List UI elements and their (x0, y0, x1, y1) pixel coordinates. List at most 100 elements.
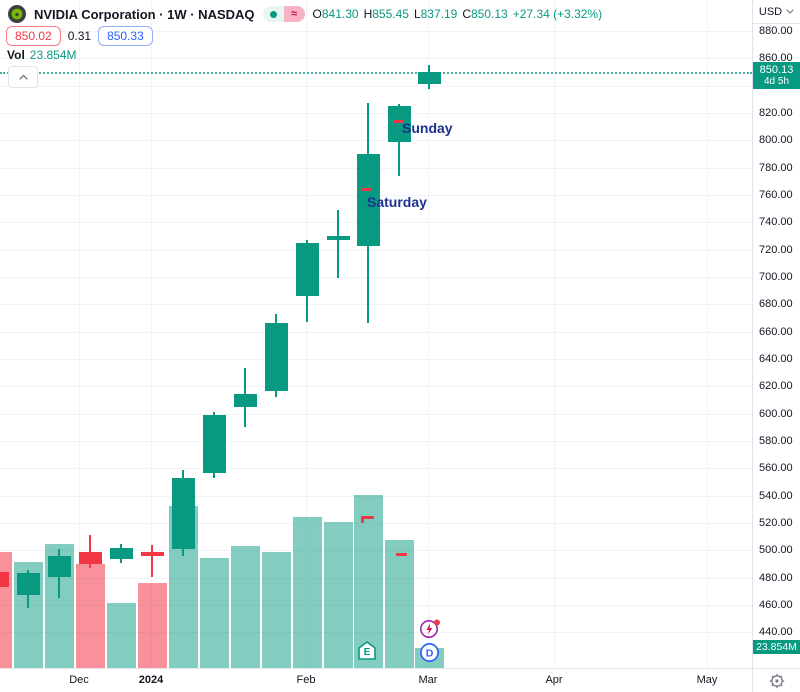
price-axis-label: 700.00 (759, 271, 793, 283)
close-label: C (462, 7, 471, 21)
red-dash-annotation (361, 516, 374, 519)
buy-price-button[interactable]: 850.33 (98, 26, 153, 46)
time-axis[interactable]: Dec 2024 Feb Mar Apr May (0, 668, 752, 692)
price-axis-label: 620.00 (759, 380, 793, 392)
red-dash-hook (361, 516, 364, 523)
price-axis-label: 680.00 (759, 298, 793, 310)
volume-bar (231, 546, 260, 668)
drawing-text-label[interactable]: Sunday (402, 120, 453, 136)
price-gridline (0, 58, 752, 59)
price-axis-label: 500.00 (759, 544, 793, 556)
month-gridline (151, 0, 152, 668)
low-label: L (413, 7, 421, 21)
candle-body (17, 573, 40, 595)
market-status-toggle[interactable]: ≈ (262, 6, 305, 22)
approx-price-icon: ≈ (283, 6, 305, 22)
price-gridline (0, 386, 752, 387)
candle-body (110, 548, 133, 559)
volume-bar (138, 583, 167, 668)
currency-selector[interactable]: USD (753, 0, 800, 24)
candle-body (388, 106, 411, 142)
month-gridline (428, 0, 429, 668)
low-value: 837.19 (420, 7, 458, 21)
price-axis-label: 560.00 (759, 462, 793, 474)
price-axis-label: 660.00 (759, 326, 793, 338)
month-gridline (707, 0, 708, 668)
price-axis-label: 760.00 (759, 189, 793, 201)
time-axis-label: Dec (69, 674, 89, 686)
dividend-marker-icon[interactable]: D (419, 642, 440, 668)
bar-countdown: 4d 5h (763, 76, 790, 87)
price-axis-label: 440.00 (759, 626, 793, 638)
candle-body (234, 394, 257, 407)
price-axis-label: 880.00 (759, 25, 793, 37)
candle-body (265, 323, 288, 391)
last-volume-badge: 23.854M (753, 640, 800, 654)
volume-bar (293, 517, 322, 668)
price-axis-label: 520.00 (759, 517, 793, 529)
candle-wick (337, 210, 339, 278)
candle-body (48, 555, 71, 577)
currency-label: USD (758, 5, 783, 18)
collapse-legend-button[interactable] (8, 66, 38, 88)
price-axis-label: 580.00 (759, 435, 793, 447)
chart-legend: NVIDIA Corporation · 1W · NASDAQ ≈ O841.… (8, 5, 602, 23)
open-value: 841.30 (321, 7, 359, 21)
bid-ask-row: 850.02 0.31 850.33 (6, 26, 153, 46)
price-gridline (0, 250, 752, 251)
gear-icon[interactable] (769, 673, 785, 689)
chart-pane[interactable]: Sunday Saturday E D (0, 0, 752, 668)
price-axis-label: 540.00 (759, 490, 793, 502)
price-axis[interactable]: USD 850.13 4d 5h 23.854M 880.00860.00840… (752, 0, 800, 692)
volume-legend: Vol 23.854M (7, 48, 76, 62)
month-gridline (79, 0, 80, 668)
price-axis-label: 780.00 (759, 162, 793, 174)
candle-wick (89, 535, 91, 568)
price-axis-label: 600.00 (759, 408, 793, 420)
time-axis-label: Mar (418, 674, 438, 686)
price-gridline (0, 441, 752, 442)
high-value: 855.45 (372, 7, 409, 21)
symbol-title[interactable]: NVIDIA Corporation · 1W · NASDAQ (34, 6, 255, 22)
volume-label: Vol (7, 48, 25, 62)
candle-body (357, 154, 380, 246)
price-gridline (0, 468, 752, 469)
price-gridline (0, 414, 752, 415)
ohlc-values: O841.30 H855.45 L837.19 C850.13 +27.34 (… (313, 7, 603, 21)
drawing-text-label[interactable]: Saturday (367, 194, 427, 210)
price-gridline (0, 332, 752, 333)
price-gridline (0, 86, 752, 87)
chevron-up-icon (18, 74, 28, 80)
volume-bar (262, 552, 291, 668)
earnings-marker-icon[interactable]: E (358, 641, 376, 666)
volume-bar (385, 540, 414, 668)
price-gridline (0, 359, 752, 360)
candle-body (172, 477, 195, 549)
volume-bar (0, 552, 12, 668)
price-axis-label: 640.00 (759, 353, 793, 365)
red-dash-annotation (396, 553, 407, 556)
price-gridline (0, 31, 752, 32)
volume-bar (200, 558, 229, 668)
stream-event-icon[interactable] (419, 618, 441, 645)
month-gridline (554, 0, 555, 668)
candle-body (296, 242, 319, 296)
nvidia-logo-icon (8, 5, 26, 23)
volume-value: 23.854M (29, 48, 77, 62)
last-price-badge: 850.13 4d 5h (753, 62, 800, 89)
open-label: O (312, 7, 322, 21)
candle-wick (151, 545, 153, 577)
svg-text:D: D (425, 647, 433, 659)
price-gridline (0, 113, 752, 114)
chevron-down-icon (786, 9, 794, 14)
price-axis-label: 720.00 (759, 244, 793, 256)
time-axis-label: 2024 (138, 674, 164, 686)
candle-body (0, 571, 9, 587)
price-gridline (0, 277, 752, 278)
last-price-value: 850.13 (759, 64, 794, 76)
price-gridline (0, 304, 752, 305)
spread-value: 0.31 (67, 29, 92, 43)
candle-body (327, 235, 350, 240)
red-dash-annotation (393, 120, 403, 123)
sell-price-button[interactable]: 850.02 (6, 26, 61, 46)
